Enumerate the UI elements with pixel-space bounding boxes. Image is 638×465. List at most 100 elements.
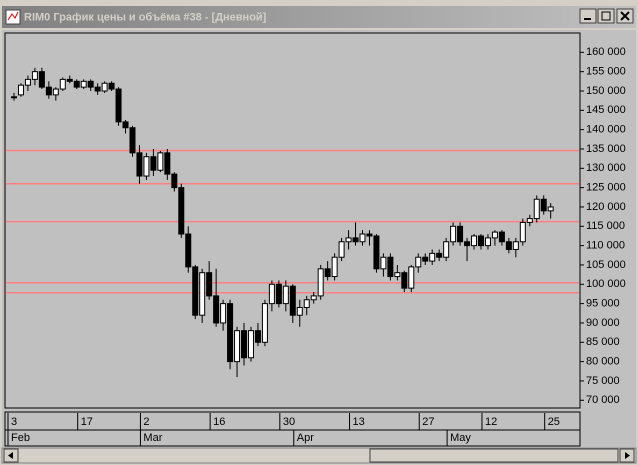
candle-body (45, 86, 52, 96)
y-tick-label: 145 000 (586, 104, 626, 116)
candle-body (366, 233, 373, 237)
candle-body (164, 152, 171, 175)
window-title: RIM0 График цены и объёма #38 - [Дневной… (24, 11, 267, 23)
x-tick-label: 30 (283, 416, 295, 428)
candle-body (484, 237, 491, 247)
y-tick-label: 90 000 (586, 317, 620, 329)
candle-body (199, 272, 206, 316)
candle-body (11, 96, 17, 99)
candle-body (450, 225, 457, 243)
maximize-glyph (601, 11, 611, 21)
candle-body (66, 78, 73, 82)
candle-body (436, 252, 443, 258)
candle-body (540, 198, 547, 212)
x-tick-label: 13 (353, 416, 365, 428)
candle-body (206, 272, 213, 297)
y-tick-label: 95 000 (586, 298, 620, 310)
candle-body (282, 285, 289, 305)
y-tick-label: 150 000 (586, 85, 626, 97)
month-label: Feb (11, 432, 30, 444)
candle-body (171, 173, 178, 189)
x-tick-label: 16 (213, 416, 225, 428)
candle-body (526, 218, 533, 223)
candle-body (136, 152, 143, 177)
candle-body (24, 78, 31, 86)
candle-body (380, 256, 387, 270)
candle-body (415, 256, 422, 268)
candle-body (73, 80, 80, 88)
candle-body (80, 80, 87, 88)
scroll-right-glyph (625, 452, 630, 459)
candle-body (129, 127, 136, 154)
candle-body (352, 237, 359, 243)
candle-body (471, 235, 478, 247)
candle-body (254, 330, 261, 343)
candle-body (303, 299, 310, 308)
scroll-left-glyph (8, 452, 13, 459)
candle-body (185, 233, 192, 268)
candle-body (533, 198, 540, 220)
y-tick-label: 100 000 (586, 278, 626, 290)
candle-body (289, 285, 296, 316)
candle-body (401, 272, 408, 289)
candle-body (512, 241, 519, 250)
candle-body (213, 295, 220, 324)
candle-body (457, 225, 464, 243)
candle-body (296, 306, 303, 316)
candle-body (261, 303, 268, 343)
candle-body (52, 88, 59, 96)
scroll-thumb[interactable] (369, 448, 619, 463)
close-glyph (620, 11, 630, 21)
candle-body (324, 268, 331, 278)
candle-body (94, 86, 101, 92)
candle-body (519, 221, 526, 243)
candle-body (59, 78, 66, 90)
candle-body (150, 156, 157, 171)
candle-body (505, 241, 512, 250)
x-tick-label: 12 (485, 416, 497, 428)
maximize-button[interactable] (597, 8, 615, 24)
candle-body (275, 283, 282, 305)
minimize-button[interactable] (579, 8, 597, 24)
y-tick-label: 135 000 (586, 143, 626, 155)
y-tick-label: 85 000 (586, 336, 620, 348)
candle-body (338, 241, 345, 258)
candle-body (408, 266, 415, 289)
candle-body (373, 235, 380, 270)
candle-body (268, 283, 275, 305)
candle-body (31, 71, 38, 80)
candle-body (241, 330, 248, 359)
candle-body (143, 156, 150, 177)
y-tick-label: 120 000 (586, 201, 626, 213)
x-tick-label: 27 (422, 416, 434, 428)
y-tick-label: 75 000 (586, 375, 620, 387)
title-bar (2, 6, 636, 28)
y-tick-label: 80 000 (586, 356, 620, 368)
x-tick-label: 2 (143, 416, 149, 428)
y-tick-label: 125 000 (586, 182, 626, 194)
candle-body (38, 71, 45, 88)
candle-body (387, 256, 394, 278)
candle-body (359, 233, 366, 243)
plot-frame (4, 32, 581, 409)
x-tick-label: 17 (81, 416, 93, 428)
candle-body (192, 266, 199, 316)
candle-body (234, 330, 241, 363)
window-buttons[interactable] (579, 8, 634, 24)
y-tick-label: 105 000 (586, 259, 626, 271)
y-tick-label: 70 000 (586, 394, 620, 406)
candle-body (429, 252, 436, 262)
x-tick-label: 3 (11, 416, 17, 428)
y-tick-label: 130 000 (586, 162, 626, 174)
y-tick-label: 110 000 (586, 240, 625, 252)
y-tick-label: 115 000 (586, 220, 625, 232)
icon-glyph (7, 11, 19, 21)
candle-body (317, 268, 324, 297)
date-axis-frame (4, 411, 581, 447)
candle-body (87, 80, 94, 88)
candle-body (157, 152, 164, 171)
window-icon (5, 9, 21, 25)
candle-body (498, 231, 505, 243)
y-tick-label: 140 000 (586, 124, 626, 136)
